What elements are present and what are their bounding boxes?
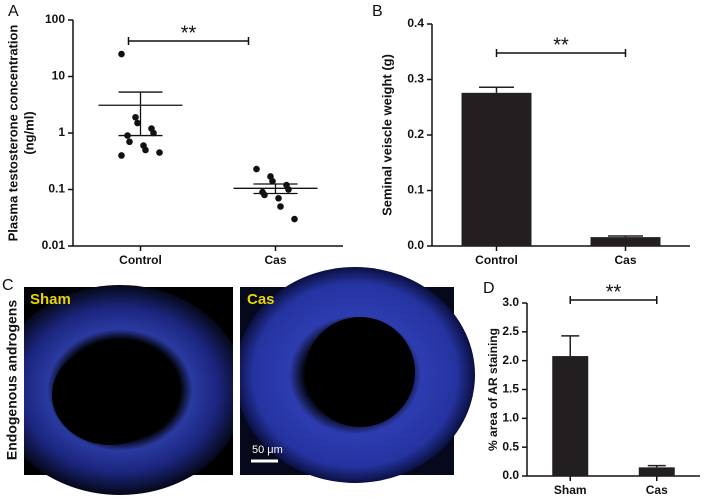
point	[150, 129, 157, 137]
bar	[552, 356, 589, 476]
y-tick-label: 0.01	[42, 238, 66, 252]
bar	[638, 467, 675, 476]
point	[142, 146, 149, 154]
panel-label: B	[372, 3, 383, 20]
bar	[461, 92, 532, 246]
panel-label: D	[483, 280, 495, 297]
y-tick-label: 2.5	[502, 324, 519, 338]
x-tick-label: Cas	[614, 253, 636, 267]
mask	[0, 280, 24, 480]
point	[275, 194, 282, 202]
y-tick-label: 0.1	[48, 182, 65, 196]
significance-label: **	[553, 34, 569, 56]
y-tick-label: 1.0	[502, 411, 519, 425]
point	[118, 152, 125, 159]
mask	[233, 280, 240, 480]
lumen-sham	[52, 345, 168, 445]
x-tick-label: Cas	[646, 483, 668, 495]
y-tick-label: 2.0	[502, 353, 519, 367]
point	[277, 203, 284, 210]
image-label: Cas	[247, 291, 275, 308]
y-tick-label: 0.0	[407, 238, 424, 252]
y-axis-label: Seminal veiscle weight (g)	[379, 54, 394, 216]
point	[253, 165, 260, 173]
lumen-cas	[305, 317, 415, 427]
y-axis-label: (ng/ml)	[21, 111, 36, 154]
y-tick-label: 0.1	[407, 183, 424, 197]
y-tick-label: 0.4	[407, 16, 424, 30]
x-tick-label: Control	[119, 253, 162, 267]
y-tick-label: 0.5	[502, 439, 519, 453]
panel-label: C	[2, 277, 14, 294]
y-tick-label: 0.0	[502, 468, 519, 482]
y-tick-label: 1	[58, 125, 65, 139]
point	[132, 113, 139, 121]
y-tick-label: 1.5	[502, 382, 519, 396]
y-axis-label: Plasma testosterone concentration	[5, 25, 20, 242]
y-tick-label: 0.2	[407, 127, 424, 141]
y-tick-label: 10	[52, 69, 66, 83]
point	[134, 119, 141, 127]
y-axis-label: % area of AR staining	[486, 328, 500, 451]
x-tick-label: Control	[475, 253, 518, 267]
point	[269, 177, 276, 185]
significance-label: **	[606, 281, 622, 303]
x-tick-label: Cas	[264, 253, 286, 267]
panel-label: A	[8, 3, 19, 20]
x-tick-label: Sham	[554, 483, 587, 495]
point	[118, 50, 125, 58]
significance-label: **	[181, 22, 197, 44]
scale-bar-label: 50 μm	[252, 444, 283, 456]
point	[156, 149, 163, 156]
y-tick-label: 100	[45, 12, 65, 26]
y-tick-label: 0.3	[407, 72, 424, 86]
image-label: Sham	[30, 291, 71, 308]
y-tick-label: 3.0	[502, 295, 519, 309]
point	[291, 215, 298, 223]
bar	[590, 237, 661, 246]
point	[285, 186, 292, 193]
point	[261, 191, 268, 199]
point	[126, 138, 133, 146]
side-label: Endogenous androgens	[4, 300, 20, 460]
